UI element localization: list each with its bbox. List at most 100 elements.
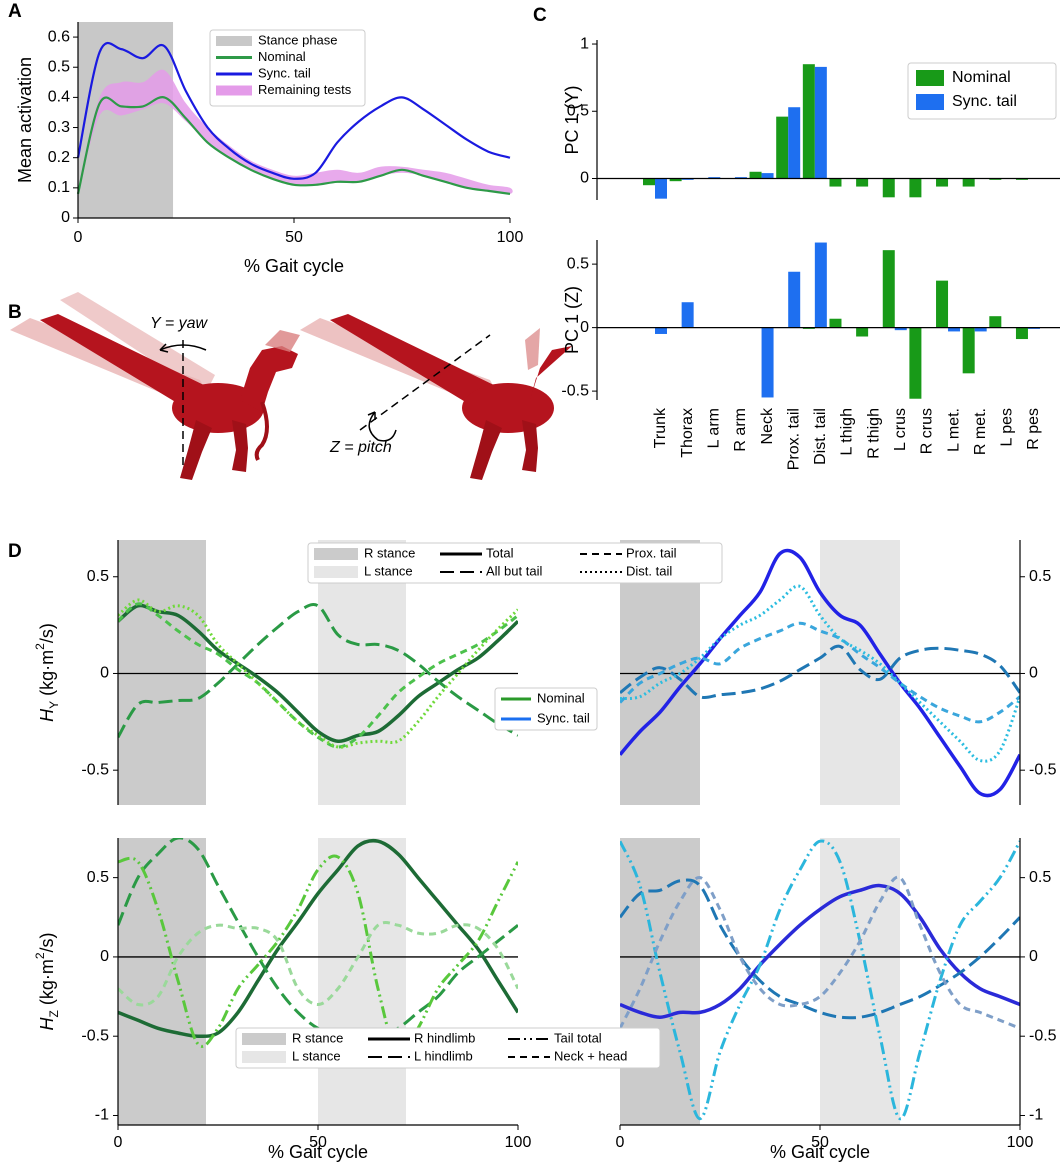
y-tick-label: 0.5 bbox=[567, 102, 589, 119]
x-tick-label: R met. bbox=[972, 408, 989, 455]
bar bbox=[829, 318, 842, 328]
bar bbox=[856, 327, 869, 337]
legend-swatch bbox=[916, 94, 944, 110]
bar bbox=[802, 64, 815, 179]
subplot: -1 -0.5 0 0.5 0 50 100 % Gait cycle bbox=[81, 838, 531, 1162]
legend-label: R stance bbox=[292, 1030, 343, 1045]
legend-swatch bbox=[916, 70, 944, 86]
y-tick-label: 0.4 bbox=[48, 89, 70, 106]
line bbox=[620, 883, 1020, 1019]
x-tick-label: R arm bbox=[732, 408, 749, 452]
bar bbox=[761, 173, 774, 179]
y-tick-label: -0.5 bbox=[1029, 761, 1057, 778]
bar bbox=[643, 178, 655, 186]
band bbox=[78, 69, 513, 194]
stance-shading bbox=[318, 540, 406, 805]
y-tick-label: -0.5 bbox=[81, 1027, 109, 1044]
bar bbox=[989, 178, 1002, 180]
line bbox=[118, 603, 518, 743]
legend-label: Sync. tail bbox=[952, 93, 1017, 110]
panel-label: A bbox=[8, 1, 22, 22]
y-tick-label: 0.5 bbox=[567, 255, 589, 272]
stance-shading bbox=[118, 838, 206, 1125]
bar bbox=[708, 177, 721, 179]
y-tick-label: -0.5 bbox=[1029, 1027, 1057, 1044]
bar bbox=[814, 242, 827, 328]
y-axis-label-part: 2 bbox=[33, 952, 47, 959]
y-axis-label: PC 1 (Z) bbox=[562, 286, 582, 354]
y-tick-label: -0.5 bbox=[561, 382, 589, 399]
bar bbox=[814, 66, 827, 179]
x-tick-label: L arm bbox=[705, 408, 722, 448]
y-tick-label: 0.5 bbox=[87, 869, 109, 886]
legend-label: Neck + head bbox=[554, 1048, 627, 1063]
y-axis-label: PC 1 (Y) bbox=[562, 85, 582, 154]
dinosaur-right bbox=[300, 314, 572, 480]
illustration: Y = yaw Z = pitch bbox=[10, 292, 572, 480]
y-tick-label: 0 bbox=[1029, 948, 1038, 965]
x-axis-label: % Gait cycle bbox=[244, 256, 344, 276]
legend-label: Dist. tail bbox=[626, 563, 672, 578]
y-tick-label: -1 bbox=[1029, 1107, 1043, 1124]
x-axis-label: % Gait cycle bbox=[770, 1142, 870, 1162]
bar bbox=[936, 280, 949, 328]
subplot: -0.5 0 0.5 bbox=[620, 540, 1057, 805]
bar bbox=[1015, 327, 1028, 340]
line bbox=[118, 921, 518, 1007]
y-axis-label-part: (kg·m bbox=[37, 650, 57, 701]
panel-label: D bbox=[8, 541, 22, 562]
y-axis-label-part: H bbox=[37, 1017, 57, 1031]
bar bbox=[856, 178, 869, 187]
legend-swatch bbox=[242, 1051, 286, 1063]
y-axis-label-part: H bbox=[37, 708, 57, 722]
x-tick-label: 50 bbox=[811, 1134, 829, 1151]
legend-label: R stance bbox=[364, 545, 415, 560]
x-tick-label: L thigh bbox=[839, 408, 856, 455]
annotation: Y = yaw bbox=[150, 315, 209, 332]
dinosaur-left bbox=[10, 292, 300, 480]
x-tick-label: L pes bbox=[999, 408, 1016, 447]
legend-label: Nominal bbox=[258, 49, 306, 64]
y-tick-label: 0.5 bbox=[1029, 869, 1051, 886]
stance-shading bbox=[318, 838, 406, 1125]
x-tick-label: 100 bbox=[1007, 1134, 1034, 1151]
subplot: -1 -0.5 0 0.5 0 50 100 % Gait cycle bbox=[616, 838, 1057, 1162]
x-tick-label: 100 bbox=[497, 229, 524, 246]
bar bbox=[1015, 178, 1028, 180]
legend-box bbox=[235, 1027, 661, 1069]
line bbox=[118, 603, 518, 739]
y-tick-label: 0.5 bbox=[48, 58, 70, 75]
y-tick-label: 0 bbox=[1029, 665, 1038, 682]
y-tick-label: 0.5 bbox=[87, 568, 109, 585]
bar bbox=[669, 178, 682, 182]
chart-c: 0 0.5 1 PC 1 (Y) -0.5 0 0.5 PC 1 (Z) Trunk Thorax… bbox=[561, 35, 1060, 470]
bar bbox=[974, 327, 987, 332]
line bbox=[76, 41, 511, 180]
chart-a: 0 0.1 0.2 0.3 0.4 0.5 0.6 0 50 100 % Gait cycle Mea… bbox=[15, 22, 524, 276]
bar bbox=[948, 327, 961, 332]
legend-label: L stance bbox=[364, 563, 413, 578]
x-tick-label: L met. bbox=[945, 408, 962, 452]
bar bbox=[655, 327, 667, 334]
legend-label: Tail total bbox=[554, 1030, 602, 1045]
y-tick-label: 0 bbox=[61, 209, 70, 226]
x-tick-label: R crus bbox=[919, 408, 936, 454]
bar bbox=[909, 327, 922, 399]
panel-label: C bbox=[533, 5, 547, 26]
bar bbox=[909, 178, 922, 198]
y-axis-label: Mean activation bbox=[15, 57, 35, 183]
annotation: Z = pitch bbox=[329, 439, 392, 456]
line bbox=[118, 602, 518, 749]
legend-label: Nominal bbox=[537, 690, 585, 705]
x-tick-label: 0 bbox=[74, 229, 83, 246]
x-tick-label: Trunk bbox=[652, 407, 669, 448]
y-axis-label: HZ (kg·m2/s) bbox=[33, 932, 61, 1030]
x-tick-label: Thorax bbox=[679, 408, 696, 458]
panel-label: B bbox=[8, 302, 22, 323]
bar bbox=[788, 271, 801, 328]
legend-label: Total bbox=[486, 545, 514, 560]
legend-label: R hindlimb bbox=[414, 1030, 475, 1045]
bar bbox=[761, 327, 774, 398]
line bbox=[620, 878, 1020, 1020]
